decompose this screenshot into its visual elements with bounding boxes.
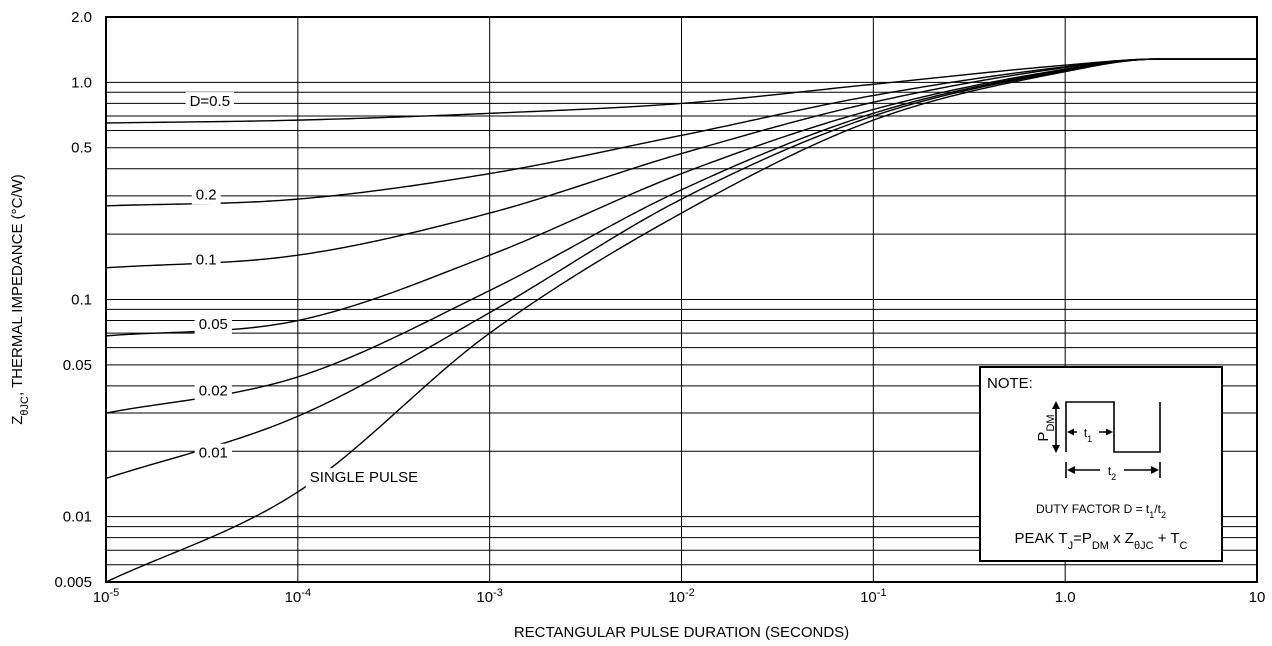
t1-label: t1 xyxy=(1084,426,1092,444)
peak-formula-text: PEAK TJ=PDM x ZθJC + TC xyxy=(1015,530,1188,552)
x-tick-label: 10-5 xyxy=(93,587,119,606)
y-axis-label-rest: , THERMAL IMPEDANCE (°C/W) xyxy=(9,174,26,396)
curve-3 xyxy=(105,58,1257,337)
pdm-label: PDM xyxy=(1035,414,1057,441)
duty-factor-text: DUTY FACTOR D = t1/t2 xyxy=(1036,502,1166,520)
x-tick-label: 10-3 xyxy=(476,587,502,606)
y-tick-label: 2.0 xyxy=(71,9,92,26)
x-axis-label: RECTANGULAR PULSE DURATION (SECONDS) xyxy=(514,624,849,641)
curve-5 xyxy=(105,58,1257,480)
curve-label-bg-6 xyxy=(305,468,423,488)
y-tick-label: 0.005 xyxy=(54,574,92,591)
x-tick-label: 10-2 xyxy=(668,587,694,606)
curve-label-bg-1 xyxy=(191,185,221,205)
curve-label-1: 0.2 xyxy=(196,186,217,203)
curve-2 xyxy=(105,58,1257,269)
y-axis-label-main: Z xyxy=(9,416,26,425)
curve-0 xyxy=(105,58,1257,124)
plot-frame xyxy=(105,16,1258,583)
pulse-waveform xyxy=(1065,401,1161,453)
curve-label-bg-4 xyxy=(194,381,232,401)
curve-4 xyxy=(105,58,1257,414)
y-tick-label: 0.05 xyxy=(63,357,92,374)
arrowheads xyxy=(1052,401,1159,474)
curve-label-6: SINGLE PULSE xyxy=(310,469,418,486)
y-axis-label: ZθJC, THERMAL IMPEDANCE (°C/W) xyxy=(9,174,31,425)
note-box: NOTE: PDM t1 t2 DUTY FACTOR D = t1/t2 PE… xyxy=(979,366,1223,562)
x-tick-labels: 10-5 10-4 10-3 10-2 10-1 1.0 10 xyxy=(93,587,1266,606)
curve-6 xyxy=(105,58,1257,583)
x-tick-label: 10 xyxy=(1249,589,1266,606)
curve-label-4: 0.02 xyxy=(199,383,228,400)
y-tick-label: 1.0 xyxy=(71,74,92,91)
curve-label-bg-5 xyxy=(194,443,232,463)
x-tick-label: 1.0 xyxy=(1055,589,1076,606)
curves xyxy=(105,58,1257,583)
t2-label: t2 xyxy=(1108,464,1116,482)
curve-label-3: 0.05 xyxy=(199,316,228,333)
curve-label-2: 0.1 xyxy=(196,251,217,268)
x-tick-label: 10-1 xyxy=(860,587,886,606)
curve-labels: D=0.5 0.2 0.1 0.05 0.02 0.01 SINGLE PULSE xyxy=(185,92,423,488)
curve-label-5: 0.01 xyxy=(199,445,228,462)
note-title: NOTE: xyxy=(987,375,1033,392)
curve-label-bg-2 xyxy=(191,250,221,270)
y-tick-labels: 2.0 1.0 0.5 0.1 0.05 0.01 0.005 xyxy=(54,9,92,591)
y-axis-label-sub: θJC xyxy=(19,396,31,416)
curve-label-bg-0 xyxy=(185,92,235,112)
y-tick-label: 0.01 xyxy=(63,509,92,526)
curve-1 xyxy=(105,58,1257,207)
y-tick-label: 0.5 xyxy=(71,140,92,157)
x-tick-label: 10-4 xyxy=(285,587,311,606)
curve-label-bg-3 xyxy=(194,315,232,335)
curve-label-0: D=0.5 xyxy=(190,93,230,110)
y-tick-label: 0.1 xyxy=(71,292,92,309)
